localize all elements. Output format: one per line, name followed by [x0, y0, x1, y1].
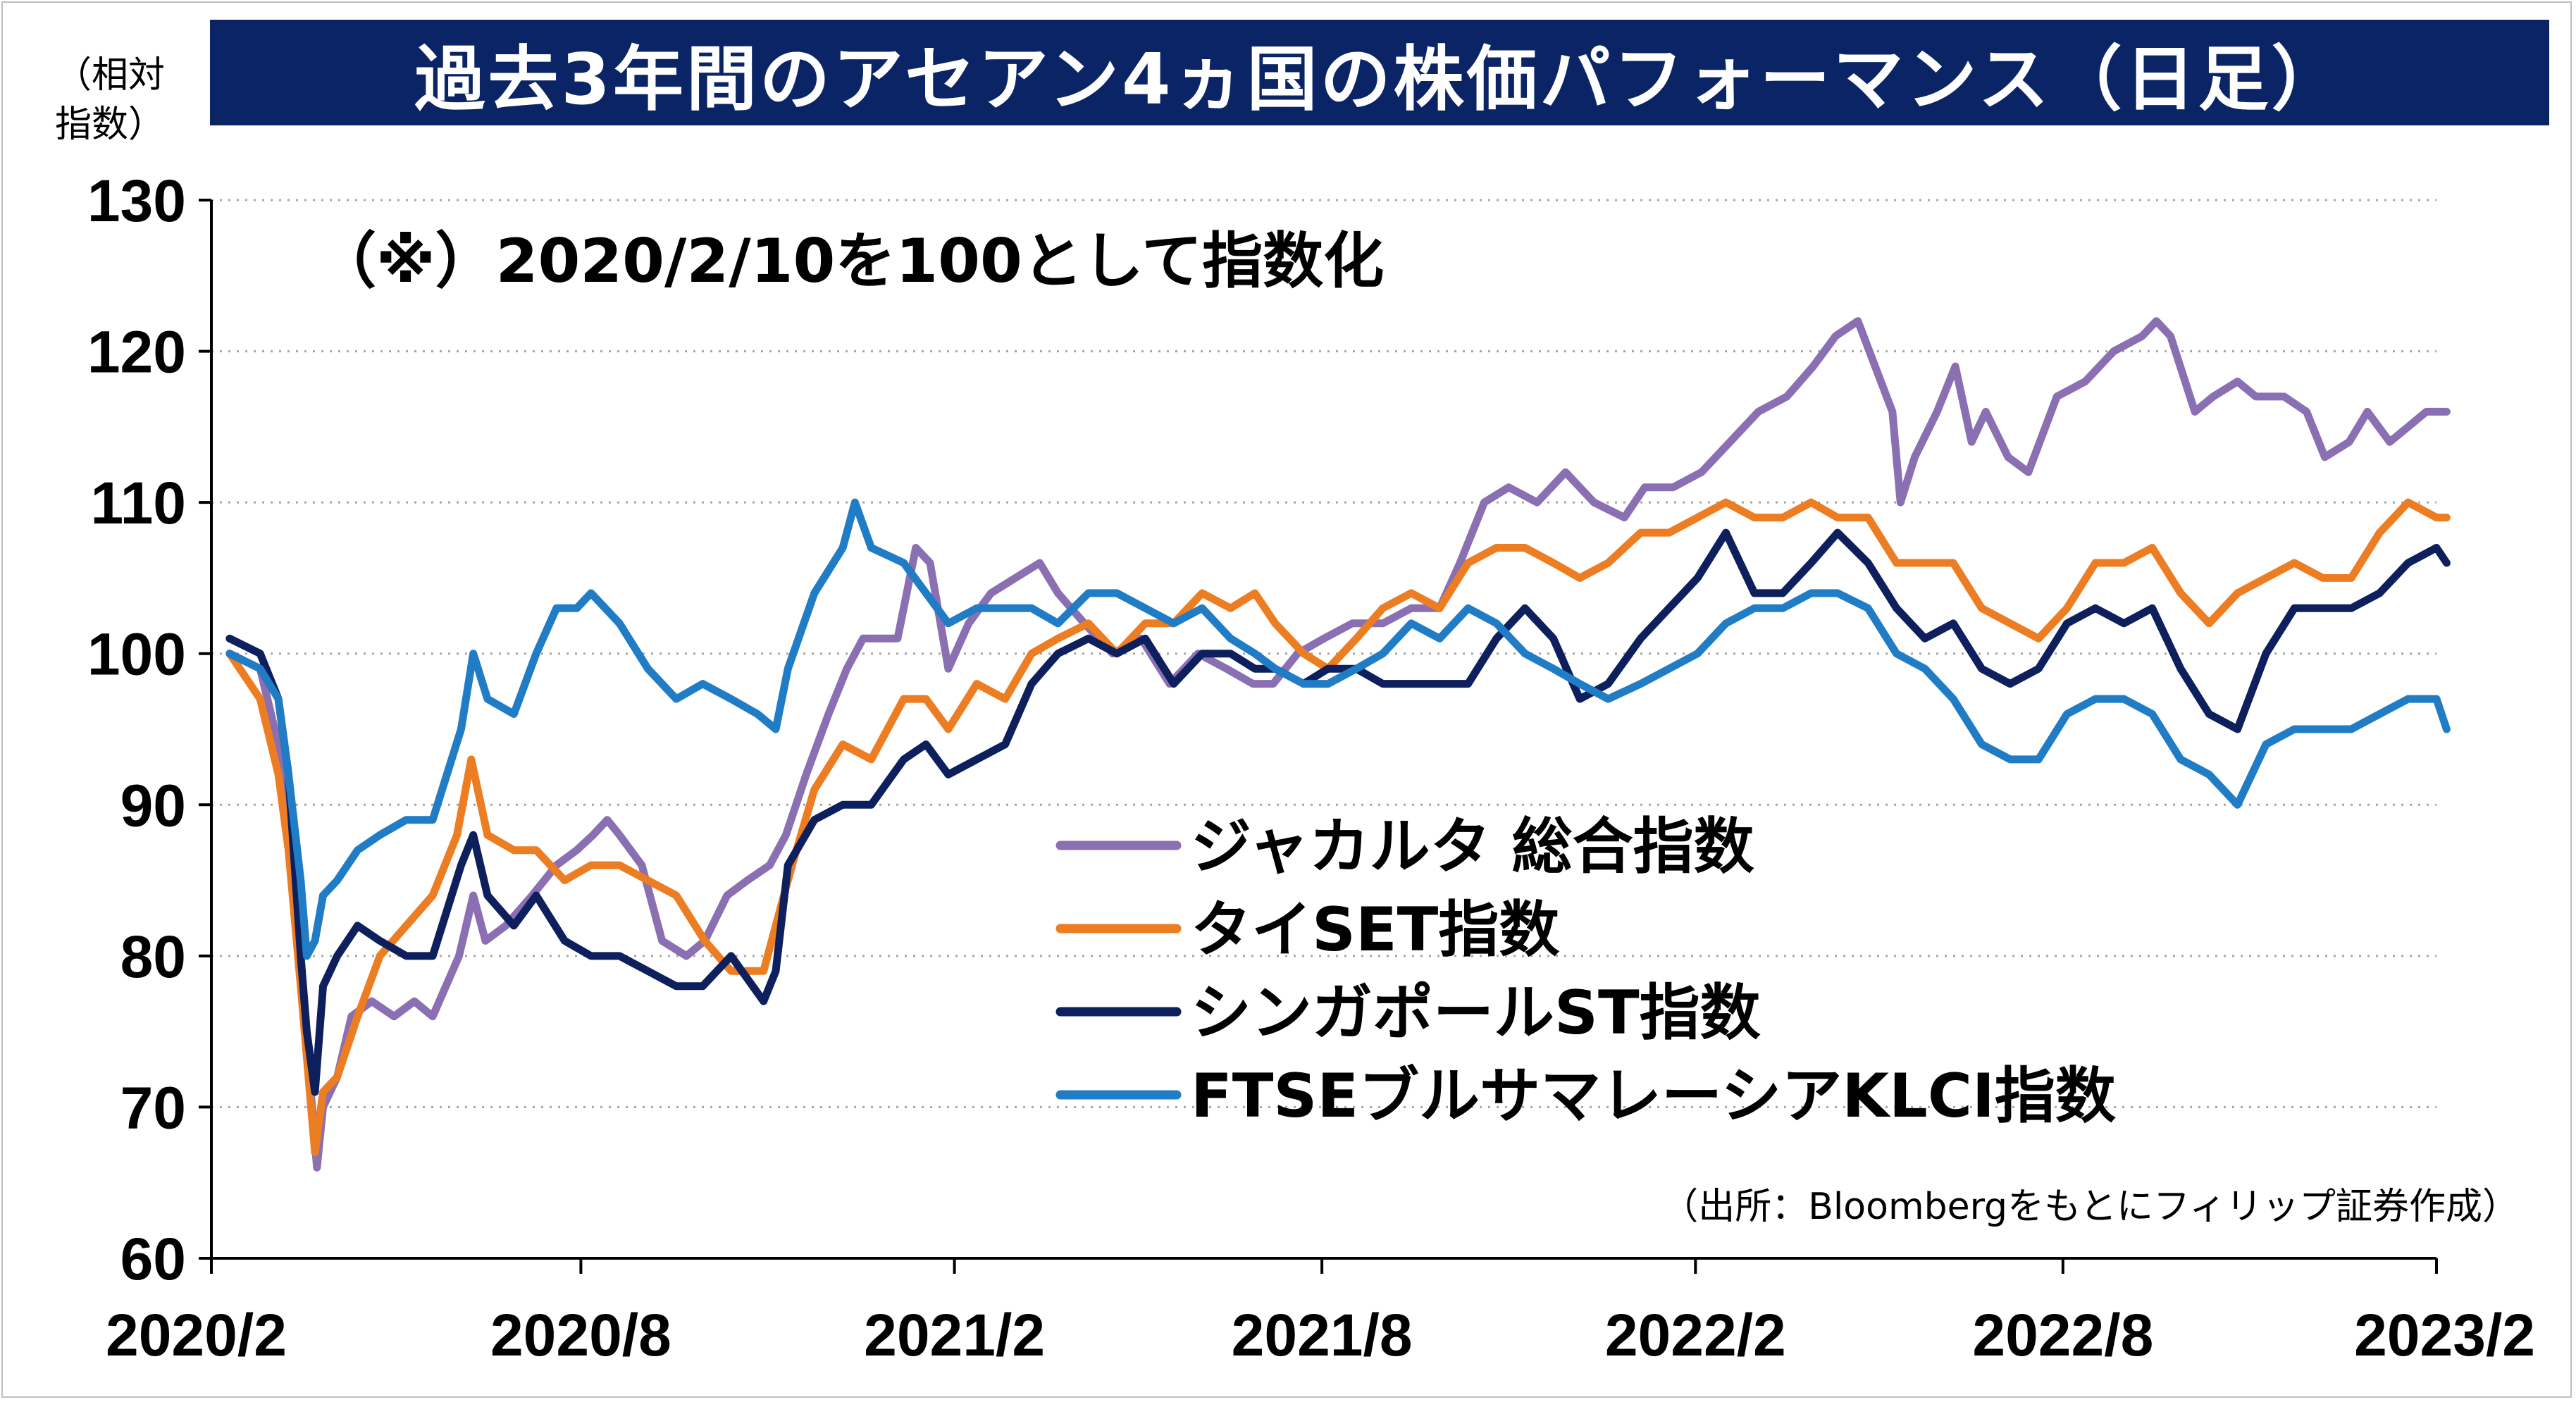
legend-label-jakarta: ジャカルタ 総合指数 — [1191, 812, 1754, 882]
series-line-thai — [225, 498, 2451, 1157]
series-line-singapore — [225, 528, 2451, 1096]
y-axis-label: （相対 指数） — [55, 51, 165, 149]
y-tick-label-100: 100 — [87, 621, 186, 688]
y-tick-label-110: 110 — [90, 470, 186, 536]
title-banner: 過去3年間のアセアン4ヵ国の株価パフォーマンス（日足） — [210, 20, 2549, 125]
y-tick-label-60: 60 — [120, 1226, 186, 1292]
x-tick-labels: 2020/2 2020/8 2021/2 2021/8 2022/2 2022/8 2023… — [106, 1302, 2535, 1368]
x-tick-label-0: 2020/2 — [106, 1302, 287, 1368]
x-tick-label-5: 2022/8 — [1972, 1302, 2153, 1368]
legend-label-thai: タイSET指数 — [1191, 895, 1559, 965]
legend-label-singapore: シンガポールST指数 — [1191, 978, 1761, 1048]
y-tick-label-80: 80 — [120, 924, 186, 990]
x-tick-label-3: 2021/8 — [1232, 1302, 1413, 1368]
x-tick-label-1: 2020/8 — [490, 1302, 671, 1368]
source-note: （出所：Bloombergをもとにフィリップ証券作成） — [1661, 1186, 2519, 1228]
y-tick-label-120: 120 — [87, 319, 186, 385]
series-lines — [225, 317, 2451, 1172]
chart-title: 過去3年間のアセアン4ヵ国の株価パフォーマンス（日足） — [414, 37, 2345, 120]
axes — [199, 199, 2438, 1274]
y-tick-labels: 60 70 80 90 100 110 120 130 — [87, 168, 186, 1292]
legend-label-malaysia: FTSEブルサマレーシアKLCI指数 — [1191, 1061, 2116, 1131]
grid-lines — [211, 199, 2436, 1108]
series-line-malaysia — [225, 498, 2451, 960]
y-tick-label-90: 90 — [120, 772, 186, 838]
x-tick-label-6: 2023/2 — [2354, 1302, 2535, 1368]
y-axis-label-line1: （相対 — [55, 54, 166, 97]
y-axis-label-line2: 指数） — [55, 104, 166, 146]
y-tick-label-130: 130 — [87, 168, 186, 234]
index-note: （※）2020/2/10を100として指数化 — [316, 226, 1384, 297]
x-tick-label-2: 2021/2 — [864, 1302, 1045, 1368]
y-tick-label-70: 70 — [120, 1074, 186, 1141]
x-tick-label-4: 2022/2 — [1605, 1302, 1786, 1368]
